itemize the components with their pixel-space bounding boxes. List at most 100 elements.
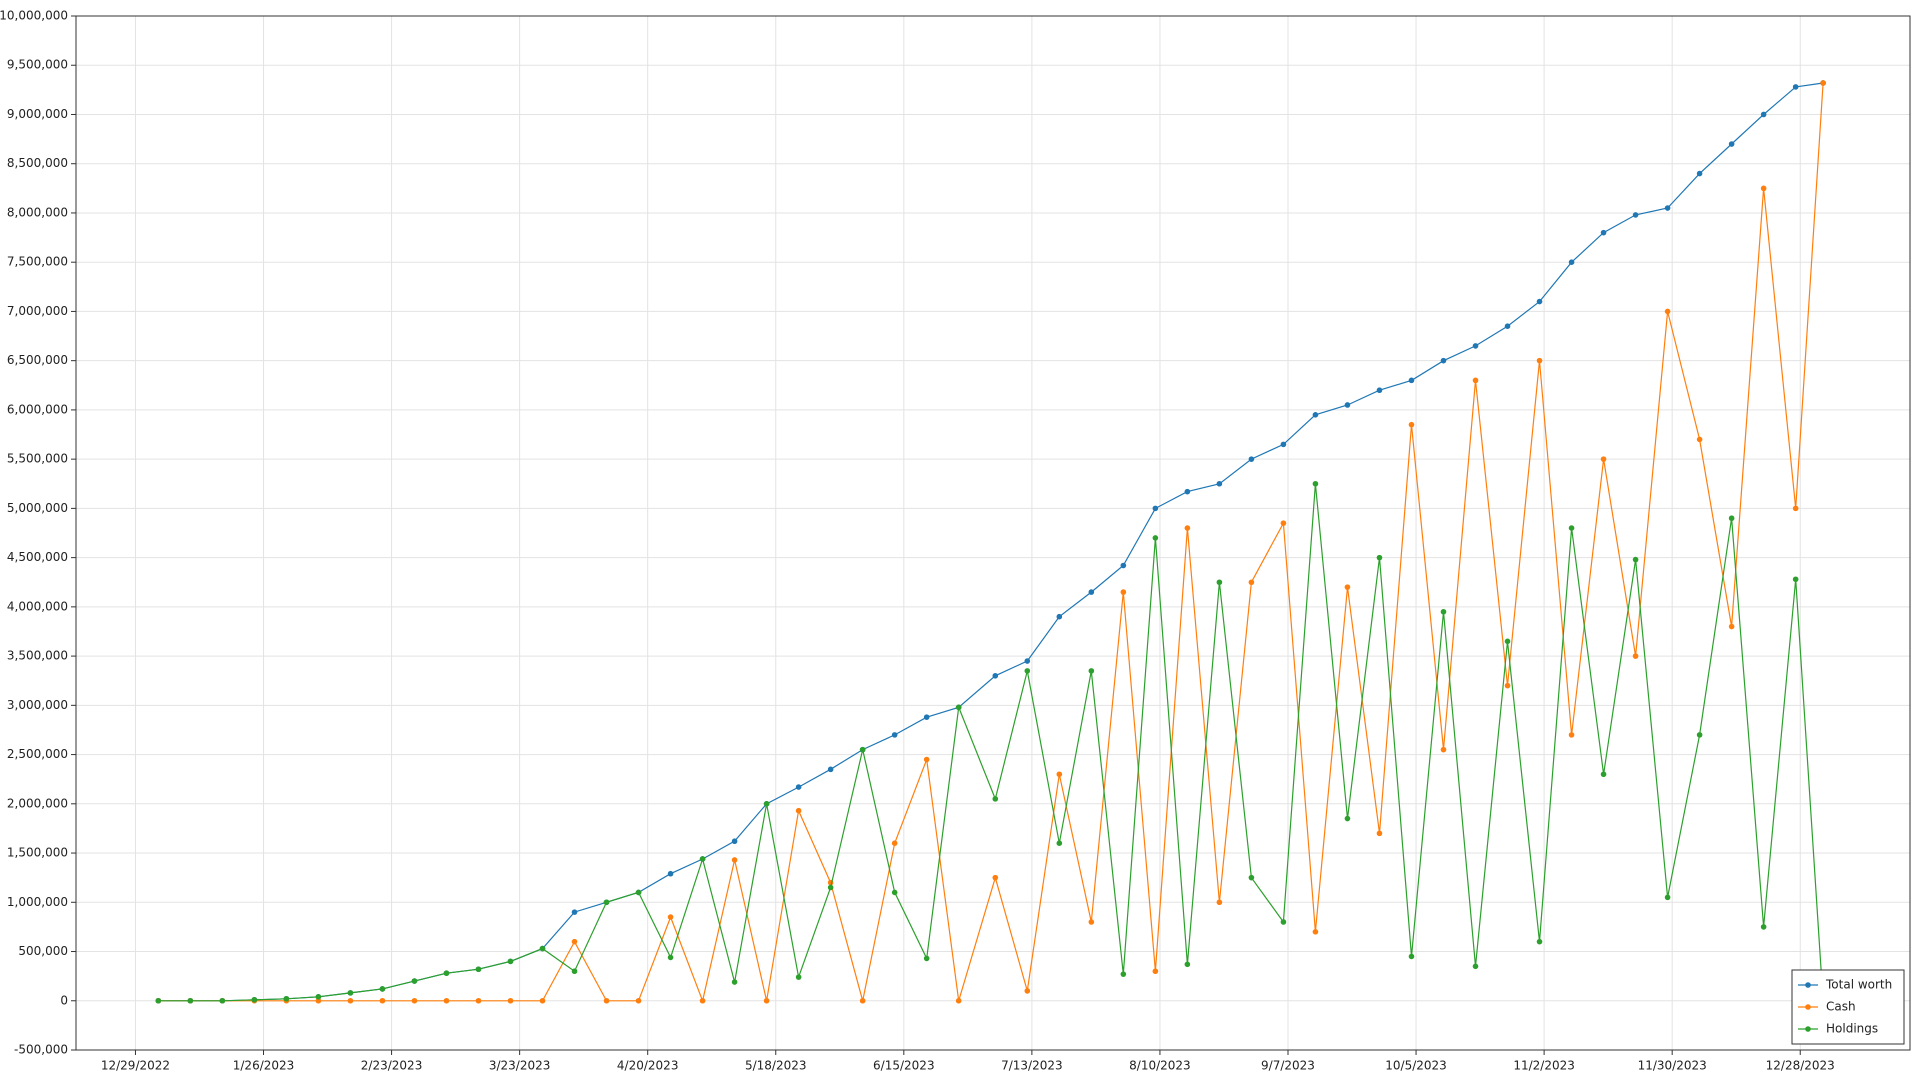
data-point: [1792, 84, 1799, 90]
data-point: [1216, 480, 1223, 487]
data-point: [1184, 961, 1191, 968]
data-point: [1024, 988, 1031, 994]
data-point: [1728, 515, 1735, 522]
data-point: [571, 909, 578, 915]
data-point: [1216, 899, 1223, 906]
plot-frame: [75, 15, 1911, 1051]
x-tick-label: 9/7/2023: [1261, 1059, 1315, 1073]
data-point: [731, 979, 738, 985]
data-point: [1820, 80, 1826, 86]
data-point: [1408, 421, 1415, 428]
data-point: [603, 899, 610, 906]
y-tick-label: 2,500,000: [7, 747, 68, 761]
data-point: [891, 840, 898, 846]
data-point: [539, 997, 546, 1004]
x-tick-label: 2/23/2023: [361, 1059, 423, 1073]
data-point: [1216, 579, 1223, 586]
data-point: [1600, 771, 1607, 778]
data-point: [1696, 170, 1703, 177]
data-point: [1568, 732, 1575, 738]
data-point: [155, 997, 162, 1004]
data-point: [1440, 746, 1447, 753]
y-tick-label: 4,500,000: [7, 550, 68, 564]
x-tick-label: 12/29/2022: [101, 1059, 170, 1073]
data-point: [635, 889, 642, 896]
y-tick-label: 5,000,000: [7, 501, 68, 515]
data-point: [1696, 732, 1703, 738]
data-point: [1536, 938, 1543, 945]
y-tick-label: 9,500,000: [7, 58, 68, 72]
y-tick-label: 5,500,000: [7, 452, 68, 466]
data-point: [1024, 658, 1031, 664]
data-point: [507, 958, 514, 965]
data-point: [1152, 968, 1159, 975]
data-point: [1248, 579, 1255, 586]
x-tick-label: 8/10/2023: [1129, 1059, 1191, 1073]
data-point: [507, 997, 514, 1004]
data-point: [1056, 613, 1063, 620]
data-point: [1280, 919, 1287, 925]
data-point: [475, 966, 482, 973]
data-point: [1792, 505, 1799, 512]
data-point: [347, 997, 354, 1004]
y-tick-label: 10,000,000: [0, 9, 68, 23]
data-point: [1344, 402, 1351, 408]
data-point: [283, 995, 290, 1002]
x-tick-label: 6/15/2023: [873, 1059, 935, 1073]
y-tick-label: 9,000,000: [7, 107, 68, 121]
data-point: [923, 714, 930, 720]
data-point: [1408, 953, 1415, 960]
x-tick-label: 1/26/2023: [233, 1059, 295, 1073]
data-point: [1152, 535, 1159, 541]
data-point: [635, 997, 642, 1004]
data-point: [1472, 963, 1479, 970]
data-point: [1472, 343, 1479, 349]
data-point: [859, 997, 866, 1004]
data-point: [1472, 377, 1479, 384]
y-tick-label: 7,000,000: [7, 304, 68, 318]
y-tick-label: 8,000,000: [7, 205, 68, 219]
x-tick-label: 7/13/2023: [1001, 1059, 1063, 1073]
data-point: [955, 997, 962, 1004]
data-point: [992, 672, 999, 679]
x-tick-label: 10/5/2023: [1385, 1059, 1447, 1073]
data-point: [1056, 771, 1063, 778]
y-tick-label: 3,000,000: [7, 698, 68, 712]
data-point: [1344, 584, 1351, 590]
data-point: [1568, 525, 1575, 531]
data-point: [1024, 668, 1031, 674]
data-point: [443, 970, 450, 976]
data-point: [1504, 682, 1511, 689]
data-point: [1152, 505, 1159, 512]
data-point: [923, 756, 930, 763]
data-point: [827, 884, 834, 891]
data-point: [1184, 488, 1191, 495]
legend-marker: [1805, 1026, 1811, 1032]
data-point: [1088, 919, 1095, 925]
legend-label: Holdings: [1826, 1022, 1878, 1036]
data-point: [1504, 323, 1511, 330]
data-point: [1536, 298, 1543, 305]
data-point: [1408, 377, 1415, 384]
data-point: [251, 996, 258, 1003]
data-point: [1280, 520, 1287, 526]
data-point: [699, 997, 706, 1004]
y-tick-label: 0: [60, 993, 68, 1007]
y-tick-label: 3,500,000: [7, 649, 68, 663]
data-point: [1536, 357, 1543, 364]
data-point: [1184, 525, 1191, 531]
y-tick-label: 6,000,000: [7, 402, 68, 416]
y-tick-label: 500,000: [18, 944, 68, 958]
data-point: [1312, 929, 1319, 935]
data-point: [891, 732, 898, 738]
x-tick-label: 12/28/2023: [1766, 1059, 1835, 1073]
data-point: [1568, 259, 1575, 265]
data-point: [1376, 830, 1383, 837]
data-point: [1792, 576, 1799, 583]
data-point: [603, 997, 610, 1004]
data-point: [1696, 436, 1703, 443]
y-tick-label: 2,000,000: [7, 796, 68, 810]
x-tick-label: 4/20/2023: [617, 1059, 679, 1073]
data-point: [731, 857, 738, 863]
